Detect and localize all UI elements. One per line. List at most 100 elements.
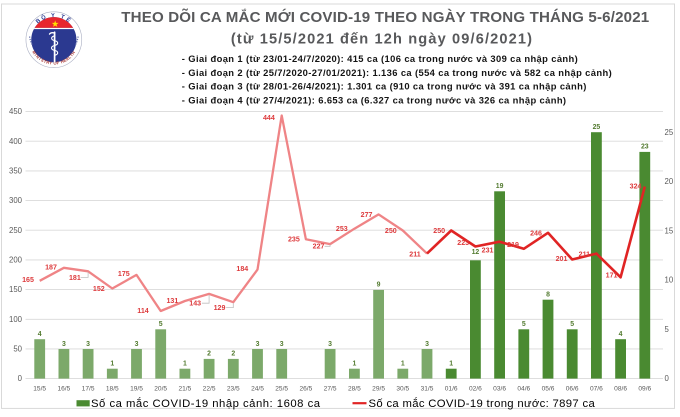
svg-text:200: 200 xyxy=(9,256,23,265)
svg-text:- Giai đoạn 2 (từ 25/7/2020-27: - Giai đoạn 2 (từ 25/7/2020-27/01/2021):… xyxy=(182,67,612,78)
svg-text:8: 8 xyxy=(546,292,550,299)
svg-text:T: T xyxy=(69,52,75,58)
svg-text:15/5: 15/5 xyxy=(33,386,46,393)
svg-text:100: 100 xyxy=(9,315,23,324)
svg-text:277: 277 xyxy=(361,211,373,219)
svg-text:0: 0 xyxy=(665,374,670,383)
svg-text:0: 0 xyxy=(18,374,23,383)
svg-text:1: 1 xyxy=(449,361,453,368)
svg-text:01/6: 01/6 xyxy=(445,386,458,393)
svg-text:9: 9 xyxy=(377,282,381,289)
svg-text:E: E xyxy=(62,57,67,63)
svg-text:L: L xyxy=(67,54,73,60)
svg-text:223: 223 xyxy=(457,239,469,247)
svg-text:03/6: 03/6 xyxy=(493,386,506,393)
svg-text:- Giai đoạn 4 (từ 27/4/2021):: - Giai đoạn 4 (từ 27/4/2021): 6.653 ca (… xyxy=(182,94,567,105)
svg-text:3: 3 xyxy=(62,341,66,348)
svg-text:246: 246 xyxy=(530,230,542,238)
svg-text:29/5: 29/5 xyxy=(372,386,385,393)
svg-text:5: 5 xyxy=(570,321,574,328)
svg-text:444: 444 xyxy=(263,114,275,122)
svg-text:N: N xyxy=(35,53,41,59)
svg-text:184: 184 xyxy=(236,265,248,273)
svg-text:187: 187 xyxy=(45,264,57,272)
svg-text:12: 12 xyxy=(472,249,480,256)
svg-text:2: 2 xyxy=(207,351,211,358)
svg-text:253: 253 xyxy=(336,225,348,233)
svg-text:Số ca mắc COVID-19 nhập cảnh:: Số ca mắc COVID-19 nhập cảnh: 1608 ca xyxy=(91,397,321,410)
svg-text:18/5: 18/5 xyxy=(106,386,119,393)
svg-text:THEO DÕI CA MẮC MỚI COVID-19 T: THEO DÕI CA MẮC MỚI COVID-19 THEO NGÀY T… xyxy=(121,8,649,26)
svg-text:02/6: 02/6 xyxy=(469,386,482,393)
svg-text:Y: Y xyxy=(51,12,55,18)
svg-text:25: 25 xyxy=(593,124,601,131)
svg-text:24/5: 24/5 xyxy=(251,386,264,393)
svg-text:H: H xyxy=(60,58,65,64)
svg-text:22/5: 22/5 xyxy=(203,386,216,393)
svg-text:26/5: 26/5 xyxy=(299,386,312,393)
svg-text:R: R xyxy=(46,59,50,65)
svg-text:250: 250 xyxy=(9,226,23,235)
svg-text:- Giai đoạn 1 (từ 23/01-24/7/2: - Giai đoạn 1 (từ 23/01-24/7/2020): 415 … xyxy=(182,53,578,64)
svg-text:16/5: 16/5 xyxy=(57,386,70,393)
svg-text:20: 20 xyxy=(665,177,674,186)
svg-text:07/6: 07/6 xyxy=(590,386,603,393)
svg-text:231: 231 xyxy=(482,247,494,255)
svg-text:143: 143 xyxy=(189,300,201,308)
svg-text:I: I xyxy=(38,56,42,61)
svg-text:150: 150 xyxy=(9,285,23,294)
svg-text:50: 50 xyxy=(13,345,22,354)
svg-text:T: T xyxy=(60,14,66,21)
svg-text:129: 129 xyxy=(214,304,226,312)
svg-text:5: 5 xyxy=(665,325,670,334)
svg-text:31/5: 31/5 xyxy=(421,386,434,393)
svg-text:27/5: 27/5 xyxy=(324,386,337,393)
svg-text:4: 4 xyxy=(619,331,623,338)
svg-text:235: 235 xyxy=(288,236,300,244)
svg-text:19: 19 xyxy=(496,183,504,190)
svg-text:250: 250 xyxy=(385,227,397,235)
svg-text:I: I xyxy=(34,52,39,56)
svg-text:114: 114 xyxy=(137,307,148,315)
svg-text:Y: Y xyxy=(49,60,53,65)
svg-text:400: 400 xyxy=(9,137,23,146)
svg-text:Ế: Ế xyxy=(64,16,71,24)
svg-text:3: 3 xyxy=(328,341,332,348)
svg-text:- Giai đoạn 3 (từ 28/01-26/4/2: - Giai đoạn 3 (từ 28/01-26/4/2021): 1.30… xyxy=(182,81,587,92)
svg-text:175: 175 xyxy=(118,270,130,278)
svg-text:28/5: 28/5 xyxy=(348,386,361,393)
svg-text:Số ca mắc COVID-19 trong nước:: Số ca mắc COVID-19 trong nước: 7897 ca xyxy=(369,397,596,410)
svg-text:450: 450 xyxy=(9,107,23,116)
svg-text:211: 211 xyxy=(409,250,420,258)
svg-text:219: 219 xyxy=(507,241,519,249)
svg-text:227: 227 xyxy=(313,243,325,251)
svg-text:181: 181 xyxy=(69,274,81,282)
svg-text:350: 350 xyxy=(9,167,23,176)
svg-text:201: 201 xyxy=(556,255,568,263)
svg-text:17/5: 17/5 xyxy=(82,386,95,393)
svg-text:23: 23 xyxy=(641,144,649,151)
svg-text:06/6: 06/6 xyxy=(566,386,579,393)
svg-text:08/6: 08/6 xyxy=(614,386,627,393)
svg-text:A: A xyxy=(65,55,70,61)
svg-text:25: 25 xyxy=(665,128,674,137)
svg-text:M: M xyxy=(31,49,37,55)
svg-text:F: F xyxy=(56,59,60,64)
svg-text:19/5: 19/5 xyxy=(130,386,143,393)
svg-text:250: 250 xyxy=(433,227,445,235)
svg-text:Ộ: Ộ xyxy=(40,12,48,21)
svg-text:21/5: 21/5 xyxy=(178,386,191,393)
svg-text:324: 324 xyxy=(630,183,642,191)
svg-text:5: 5 xyxy=(522,321,526,328)
svg-text:3: 3 xyxy=(86,341,90,348)
svg-text:2: 2 xyxy=(231,351,235,358)
svg-text:10: 10 xyxy=(665,276,674,285)
svg-text:(từ 15/5/2021 đến 12h ngày 09/: (từ 15/5/2021 đến 12h ngày 09/6/2021) xyxy=(231,32,533,48)
svg-text:300: 300 xyxy=(9,196,23,205)
svg-text:30/5: 30/5 xyxy=(396,386,409,393)
svg-text:05/6: 05/6 xyxy=(542,386,555,393)
svg-text:23/5: 23/5 xyxy=(227,386,240,393)
svg-text:09/6: 09/6 xyxy=(638,386,651,393)
svg-text:1: 1 xyxy=(352,361,356,368)
svg-text:1: 1 xyxy=(183,361,187,368)
